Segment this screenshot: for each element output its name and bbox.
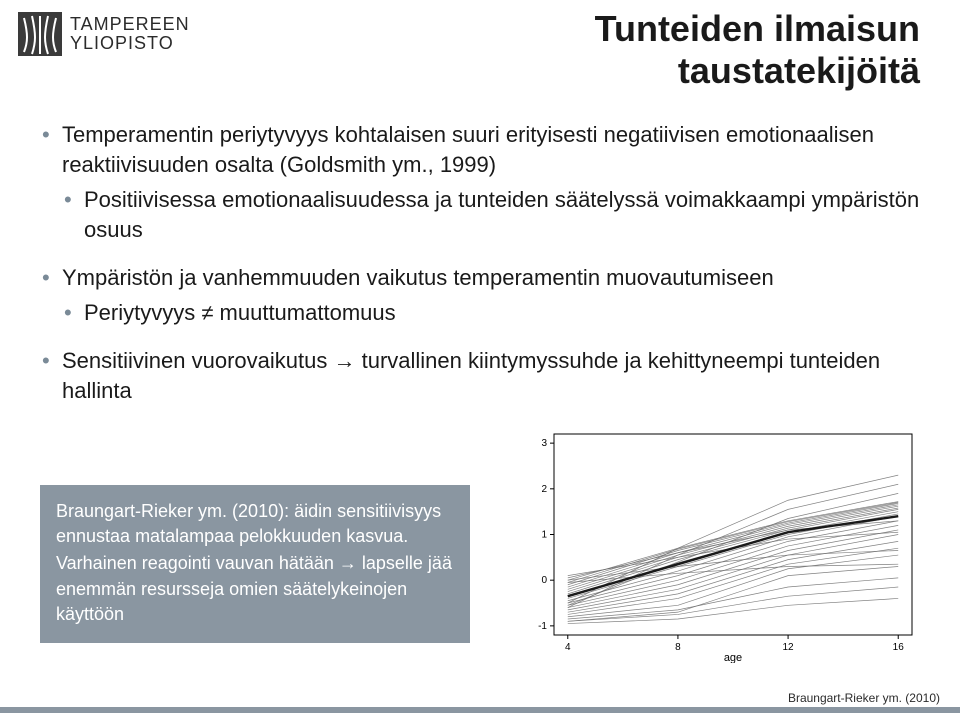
bullet-item: Sensitiivinen vuorovaikutus → turvalline… [40, 346, 920, 405]
callout-box: Braungart-Rieker ym. (2010): äidin sensi… [40, 485, 470, 643]
logo-text-line2: YLIOPISTO [70, 34, 190, 53]
bullet-text: Temperamentin periytyvyys kohtalaisen su… [62, 122, 874, 177]
citation-text: Braungart-Rieker ym. (2010) [788, 691, 940, 705]
svg-text:4: 4 [565, 642, 571, 653]
logo-mark-icon [18, 12, 62, 56]
bullet-item: Temperamentin periytyvyys kohtalaisen su… [40, 120, 920, 245]
svg-text:0: 0 [541, 575, 547, 586]
arrow-icon: → [333, 346, 355, 376]
logo-text-line1: TAMPEREEN [70, 15, 190, 34]
bullet-item: Ympäristön ja vanhemmuuden vaikutus temp… [40, 263, 920, 328]
sub-bullet-text: Positiivisessa emotionaalisuudessa ja tu… [84, 187, 919, 242]
svg-text:-1: -1 [538, 621, 547, 632]
sub-bullet-text: Periytyvyys ≠ muuttumattomuus [84, 300, 396, 325]
bullet-list: Temperamentin periytyvyys kohtalaisen su… [40, 120, 920, 406]
svg-text:3: 3 [541, 438, 547, 449]
svg-text:age: age [724, 652, 742, 663]
callout-line2: Varhainen reagointi vauvan hätään → laps… [56, 551, 454, 627]
bullet-text-pre: Sensitiivinen vuorovaikutus [62, 348, 333, 373]
callout-line1: Braungart-Rieker ym. (2010): äidin sensi… [56, 499, 454, 549]
svg-text:12: 12 [783, 642, 795, 653]
callout-line2-pre: Varhainen reagointi vauvan hätään [56, 553, 339, 573]
slide-title: Tunteiden ilmaisun taustatekijöitä [595, 8, 920, 92]
line-chart: -10123481216age [520, 428, 920, 663]
bullet-text: Ympäristön ja vanhemmuuden vaikutus temp… [62, 265, 774, 290]
title-line1: Tunteiden ilmaisun [595, 8, 920, 50]
svg-text:8: 8 [675, 642, 681, 653]
svg-text:16: 16 [893, 642, 905, 653]
arrow-icon: → [339, 551, 357, 576]
university-logo: TAMPEREEN YLIOPISTO [18, 12, 190, 56]
footer-accent-bar [0, 707, 960, 713]
svg-text:2: 2 [541, 484, 547, 495]
title-line2: taustatekijöitä [595, 50, 920, 92]
svg-text:1: 1 [541, 530, 547, 541]
content-area: Temperamentin periytyvyys kohtalaisen su… [40, 120, 920, 424]
sub-bullet-item: Periytyvyys ≠ muuttumattomuus [62, 298, 920, 328]
sub-bullet-item: Positiivisessa emotionaalisuudessa ja tu… [62, 185, 920, 244]
